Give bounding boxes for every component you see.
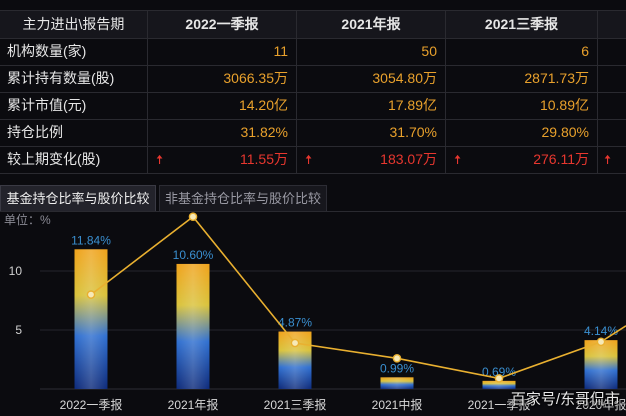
bar [278,331,312,389]
chart-tabs: 基金持仓比率与股价比较 非基金持仓比率与股价比较 [0,185,626,212]
x-tick-label: 2022一季报 [60,397,123,412]
header-col-more [598,11,626,38]
table-row: 较上期变化(股) 🠅 11.55万 🠅 183.07万 🠅 276.11万 🠅 [0,146,626,174]
table-cell: 6 [446,38,598,65]
row-label: 较上期变化(股) [0,146,148,173]
bar-highlight [380,377,414,389]
bar-highlight [176,263,210,389]
header-col-2021q3[interactable]: 2021三季报 [446,11,598,38]
price-point [290,338,300,348]
change-value: 276.11万 [533,151,589,167]
price-points [86,212,606,383]
header-label: 主力进出\报告期 [0,11,148,38]
bar-value-label: 10.60% [173,248,214,262]
bar [380,377,414,389]
table-row: 累计持有数量(股) 3066.35万 3054.80万 2871.73万 [0,65,626,93]
price-line [90,215,626,380]
row-label: 机构数量(家) [0,38,148,65]
header-col-2021annual[interactable]: 2021年报 [297,11,446,38]
bar [584,340,618,389]
table-cell [598,38,626,65]
chart-unit-label: 单位：% [4,212,51,227]
table-cell [598,119,626,146]
table-cell: 🠅 183.07万 [297,146,446,173]
watermark: 百家号/东哥侃市 [510,391,620,408]
arrow-up-icon: 🠅 [454,152,462,167]
row-label: 持仓比例 [0,119,148,146]
table-cell: 🠅 276.11万 [446,146,598,173]
bar-value-label: 4.87% [278,316,312,330]
table-row: 机构数量(家) 11 50 6 [0,38,626,66]
chart-bars [74,249,618,389]
bar-highlight [74,249,108,389]
chart-gridlines [40,270,626,390]
table-cell: 2871.73万 [446,65,598,92]
table-row: 持仓比例 31.82% 31.70% 29.80% [0,119,626,147]
table-cell [598,65,626,92]
table-cell: 11 [148,38,297,65]
bar-value-label: 4.14% [584,324,618,338]
table-cell: 29.80% [446,119,598,146]
y-tick-label: 5 [15,323,22,337]
price-point [86,290,96,299]
x-tick-label: 2020年报 [576,397,626,412]
chart-x-labels: 2022一季报 2021年报 2021三季报 2021中报 2021一季报 2020年报 [60,397,626,412]
table-cell: 14.20亿 [148,92,297,119]
table-row: 累计市值(元) 14.20亿 17.89亿 10.89亿 [0,92,626,120]
table-cell: 3066.35万 [148,65,297,92]
header-col-2022q1[interactable]: 2022一季报 [148,11,297,38]
table-cell: 🠅 11.55万 [148,146,297,173]
table-cell: 31.70% [297,119,446,146]
bar-value-label: 11.84% [71,233,111,247]
table-cell [598,92,626,119]
tab-fund-holding-vs-price[interactable]: 基金持仓比率与股价比较 [0,185,156,211]
change-value: 11.55万 [240,151,288,167]
row-label: 累计市值(元) [0,92,148,119]
bar-highlight [482,380,516,389]
x-tick-label: 2021三季报 [264,397,327,412]
x-tick-label: 2021中报 [372,397,423,412]
bar [176,263,210,389]
y-tick-label: 10 [9,264,23,278]
price-point [392,354,402,363]
table-cell: 31.82% [148,119,297,146]
arrow-up-icon: 🠅 [604,152,612,167]
table-header-row: 主力进出\报告期 2022一季报 2021年报 2021三季报 [0,10,626,39]
chart-y-ticks: 5 10 [9,264,23,337]
bar [482,380,516,389]
price-point [596,337,606,347]
tab-nonfund-holding-vs-price[interactable]: 非基金持仓比率与股价比较 [159,185,327,211]
table-cell: 3054.80万 [297,65,446,92]
price-point [188,212,198,222]
table-cell: 10.89亿 [446,92,598,119]
x-tick-label: 2021一季报 [468,397,531,412]
row-label: 累计持有数量(股) [0,65,148,92]
table-cell: 17.89亿 [297,92,446,119]
change-value: 183.07万 [380,151,437,167]
x-tick-label: 2021年报 [168,397,219,412]
holding-ratio-chart: 单位：% 510 11.84%10.60%4.87%0.99% 0.69%4.14… [4,212,626,412]
bar-value-label: 0.99% [380,361,414,375]
table-cell: 50 [297,38,446,65]
bar-highlight [584,340,618,389]
chart-bar-labels: 11.84%10.60%4.87%0.99% 0.69%4.14% [71,233,618,379]
table-cell: 🠅 [598,146,626,173]
arrow-up-icon: 🠅 [156,152,164,167]
bar [74,249,108,389]
arrow-up-icon: 🠅 [305,152,313,167]
price-point [494,374,504,383]
